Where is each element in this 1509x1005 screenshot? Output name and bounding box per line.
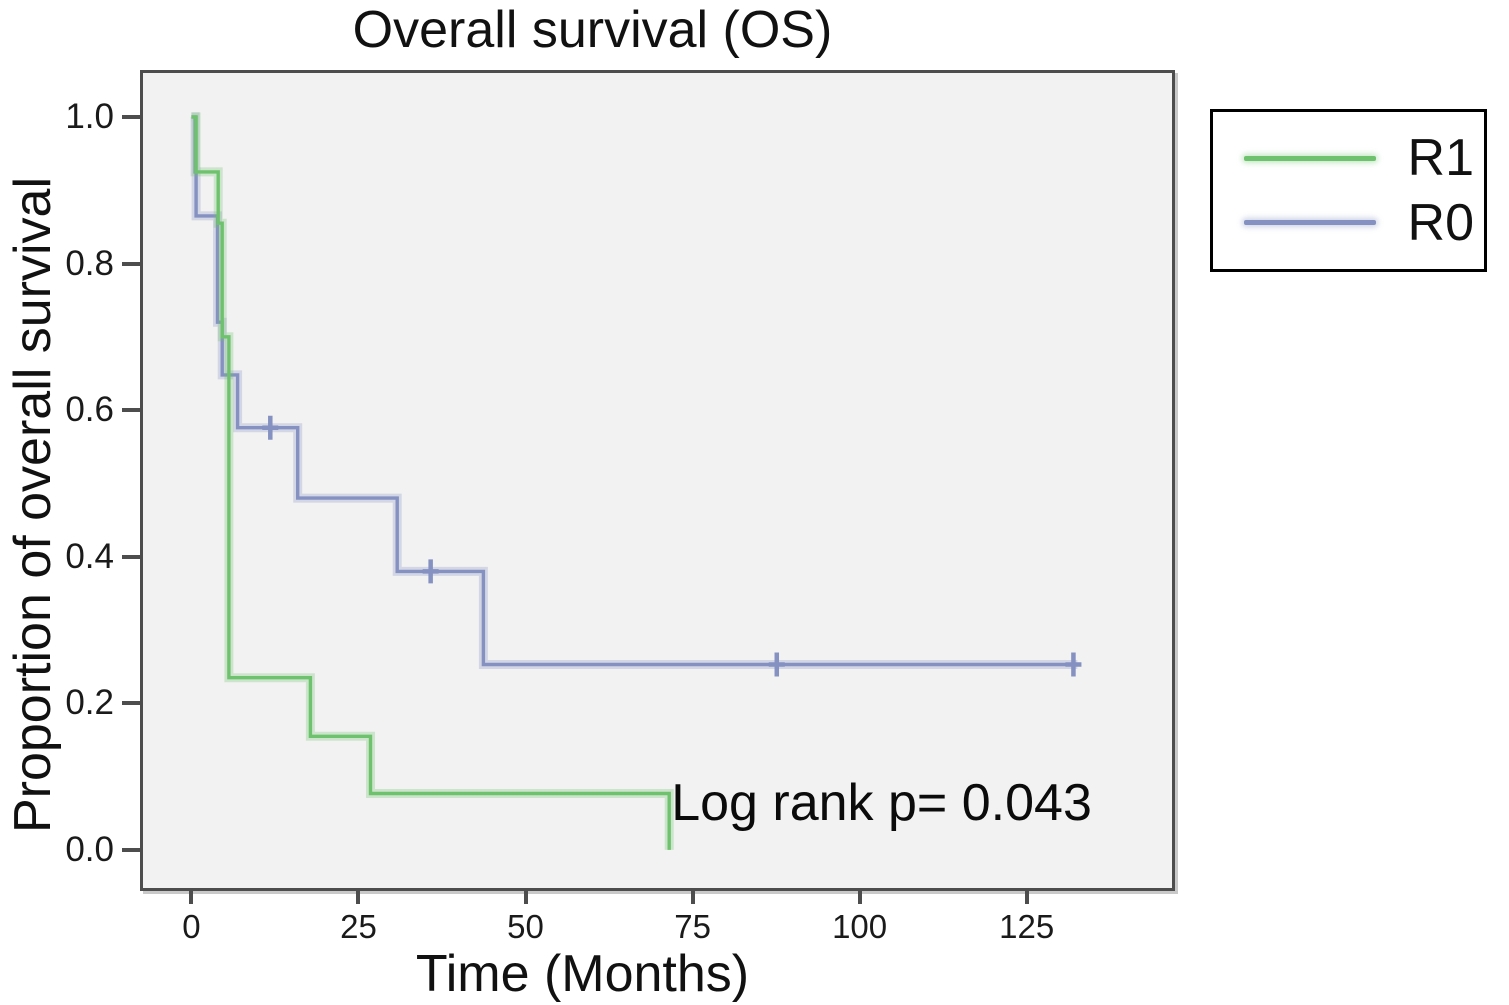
legend-label-r1: R1: [1407, 129, 1474, 188]
x-tick-mark: [690, 891, 695, 904]
y-tick-mark: [122, 554, 140, 559]
y-tick-mark: [122, 114, 140, 119]
plot-area: Log rank p= 0.043: [140, 70, 1175, 891]
chart-title: Overall survival (OS): [352, 1, 833, 59]
x-tick-mark: [857, 891, 862, 904]
legend: R1 R0: [1210, 109, 1487, 272]
x-tick-label: 125: [999, 908, 1055, 945]
x-tick-label: 100: [832, 908, 888, 945]
x-tick-label: 75: [674, 908, 711, 945]
legend-entry-r0: R0: [1244, 197, 1474, 249]
censor-mark-r0: [422, 559, 439, 584]
y-tick-label: 0.2: [65, 683, 114, 723]
censor-mark-r0: [768, 652, 785, 677]
x-tick-mark: [523, 891, 528, 904]
y-tick-mark: [122, 408, 140, 413]
survival-curve-r1: [191, 115, 671, 850]
legend-entry-r1: R1: [1244, 132, 1474, 184]
y-tick-mark: [122, 847, 140, 852]
survival-curve-r1-halo: [191, 112, 674, 850]
x-tick-label: 25: [340, 908, 377, 945]
censor-mark-r0: [1065, 652, 1082, 677]
legend-label-r0: R0: [1407, 193, 1474, 252]
x-tick-label: 50: [507, 908, 544, 945]
log-rank-annotation: Log rank p= 0.043: [671, 773, 1092, 832]
y-tick-mark: [122, 701, 140, 706]
y-tick-label: 1.0: [65, 96, 114, 136]
survival-curve-r0-halo: [190, 112, 1078, 669]
y-tick-label: 0.4: [65, 536, 114, 576]
survival-curves-canvas: [190, 112, 1082, 850]
y-tick-mark: [122, 261, 140, 266]
x-axis-label: Time (Months): [415, 945, 750, 1003]
legend-swatch-r0-line: [1244, 220, 1376, 226]
x-tick-label: 0: [182, 908, 201, 945]
x-tick-mark: [189, 891, 194, 904]
censor-mark-r0: [262, 415, 279, 440]
x-tick-mark: [356, 891, 361, 904]
x-tick-mark: [1024, 891, 1029, 904]
legend-swatch-r1-line: [1244, 155, 1376, 161]
y-tick-label: 0.6: [65, 390, 114, 430]
y-tick-label: 0.0: [65, 829, 114, 869]
survival-curve-r0: [191, 115, 1078, 667]
y-tick-label: 0.8: [65, 243, 114, 283]
